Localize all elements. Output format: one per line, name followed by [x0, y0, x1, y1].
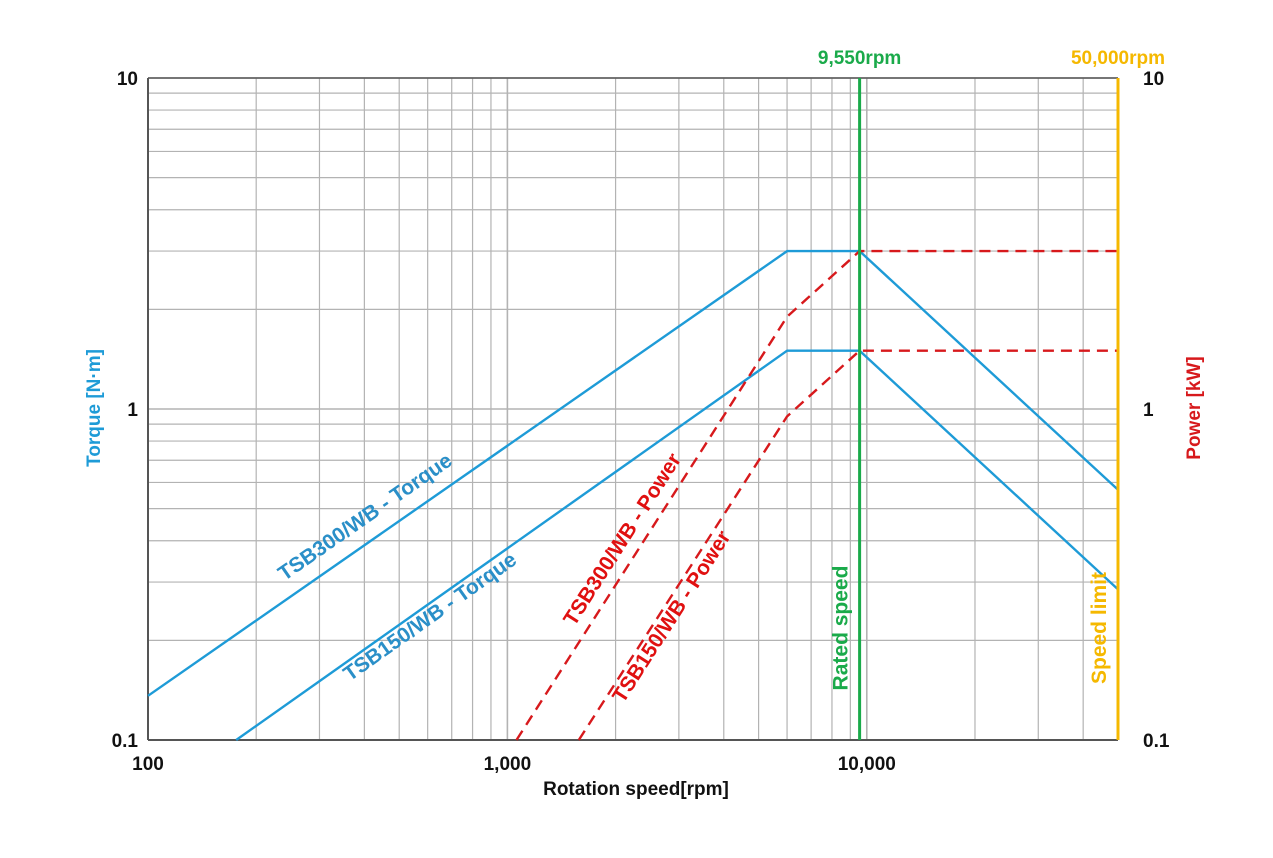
series-label-1: TSB300/WB - Torque	[274, 449, 456, 586]
series-line-1	[147, 249, 1119, 697]
series-layer	[147, 249, 1119, 741]
y-right-tick-label: 0.1	[1143, 731, 1170, 752]
series-line-4	[577, 349, 1118, 741]
marker-lines	[858, 78, 1120, 740]
plot-frame	[147, 77, 1118, 741]
marker-side-label-2: Speed limit	[1088, 572, 1111, 684]
series-line-2	[235, 349, 1119, 741]
series-line-3	[515, 249, 1118, 741]
grid	[147, 77, 1119, 741]
marker-side-label-1: Rated speed	[830, 566, 853, 691]
y-axis-right-title: Power [kW]	[1184, 356, 1205, 459]
x-tick-label: 10,000	[838, 754, 896, 775]
y-right-tick-label: 10	[1143, 69, 1164, 90]
marker-top-label-1: 9,550rpm	[818, 48, 901, 69]
x-tick-label: 1,000	[484, 754, 532, 775]
x-axis-title: Rotation speed[rpm]	[543, 779, 729, 800]
y-left-tick-label: 10	[117, 69, 138, 90]
y-axis-left-title: Torque [N·m]	[84, 349, 105, 467]
x-tick-label: 100	[132, 754, 164, 775]
y-left-tick-label: 0.1	[112, 731, 139, 752]
y-right-tick-label: 1	[1143, 400, 1154, 421]
marker-top-label-2: 50,000rpm	[1071, 48, 1165, 69]
y-left-tick-label: 1	[127, 400, 138, 421]
series-label-2: TSB150/WB - Torque	[339, 548, 521, 686]
